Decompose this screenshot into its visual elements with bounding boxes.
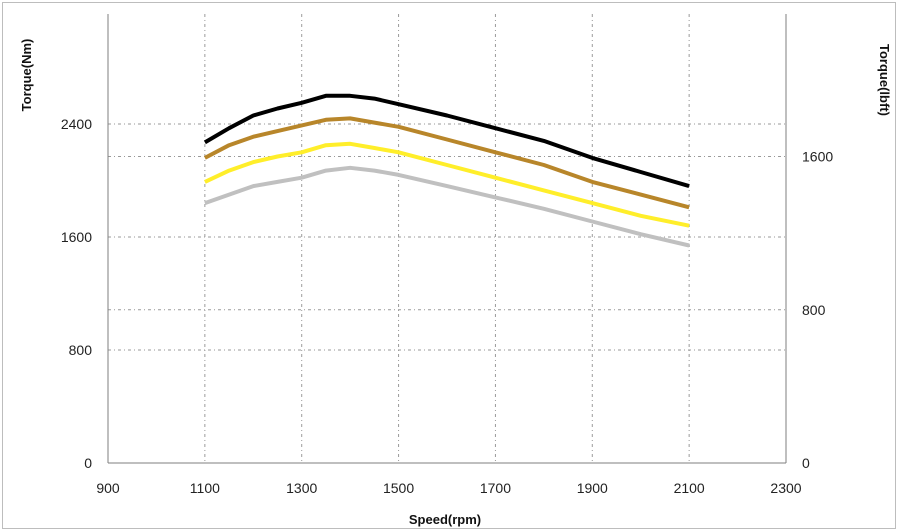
y-tick-label-right: 1600: [802, 149, 833, 165]
y-tick-label-left: 800: [69, 342, 93, 358]
series-line: [204, 165, 690, 248]
x-tick-label: 1100: [190, 480, 220, 496]
y-axis-title-right: Torque(lbft): [877, 44, 892, 116]
y-axis-title-left: Torque(Nm): [19, 39, 34, 112]
series-line: [203, 93, 690, 189]
x-tick-label: 1700: [480, 480, 511, 496]
tick-labels: 900 1100 1300 1500 1700 1900 2100 2300080016002…: [61, 116, 834, 496]
x-tick-label: 2300: [770, 480, 801, 496]
series-lines: [203, 93, 690, 248]
y-tick-label-left: 0: [84, 455, 92, 471]
x-axis-title: Speed(rpm): [409, 512, 481, 527]
y-tick-label-right: 800: [802, 302, 826, 318]
series-line: [204, 141, 690, 228]
grid-lines: [108, 14, 786, 463]
y-tick-label-left: 1600: [61, 229, 92, 245]
series-line: [203, 116, 690, 210]
x-tick-label: 900: [96, 480, 120, 496]
axes: [107, 14, 787, 464]
x-tick-label: 1300: [286, 480, 317, 496]
x-tick-label: 1900: [577, 480, 608, 496]
y-tick-label-right: 0: [802, 455, 810, 471]
x-tick-label: 2100: [674, 480, 705, 496]
y-tick-label-left: 2400: [61, 116, 92, 132]
x-tick-label: 1500: [383, 480, 414, 496]
